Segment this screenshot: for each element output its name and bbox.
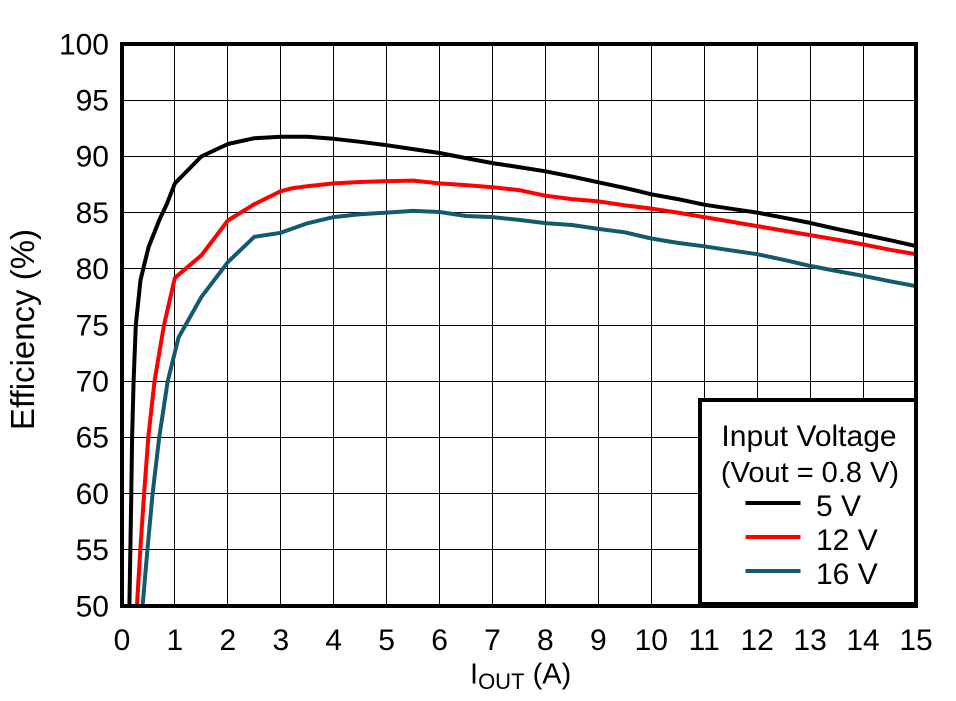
svg-text:60: 60 [76,478,109,511]
svg-text:6: 6 [431,624,448,657]
svg-text:95: 95 [76,85,109,118]
svg-text:70: 70 [76,366,109,399]
svg-text:IOUT (A): IOUT (A) [470,659,571,695]
svg-text:0: 0 [114,624,131,657]
svg-text:13: 13 [793,624,826,657]
svg-text:Efficiency (%): Efficiency (%) [4,229,41,430]
svg-text:1: 1 [167,624,184,657]
svg-text:90: 90 [76,141,109,174]
svg-text:3: 3 [272,624,289,657]
svg-text:11: 11 [689,624,720,657]
svg-text:2: 2 [220,624,237,657]
svg-text:16 V: 16 V [816,558,878,591]
svg-text:12: 12 [741,624,774,657]
svg-text:8: 8 [537,624,554,657]
svg-text:Input Voltage: Input Voltage [721,420,896,453]
svg-text:80: 80 [76,253,109,286]
svg-text:4: 4 [325,624,342,657]
svg-text:15: 15 [899,624,932,657]
svg-text:9: 9 [590,624,607,657]
svg-text:85: 85 [76,197,109,230]
svg-text:10: 10 [635,624,668,657]
svg-text:100: 100 [59,28,109,61]
svg-text:5: 5 [378,624,395,657]
svg-text:14: 14 [846,624,879,657]
svg-text:75: 75 [76,309,109,342]
svg-text:50: 50 [76,590,109,623]
svg-text:7: 7 [484,624,501,657]
svg-text:55: 55 [76,534,109,567]
svg-text:12 V: 12 V [816,524,878,557]
svg-text:65: 65 [76,422,109,455]
svg-text:5 V: 5 V [816,490,861,523]
svg-text:(Vout = 0.8 V): (Vout = 0.8 V) [721,457,899,489]
